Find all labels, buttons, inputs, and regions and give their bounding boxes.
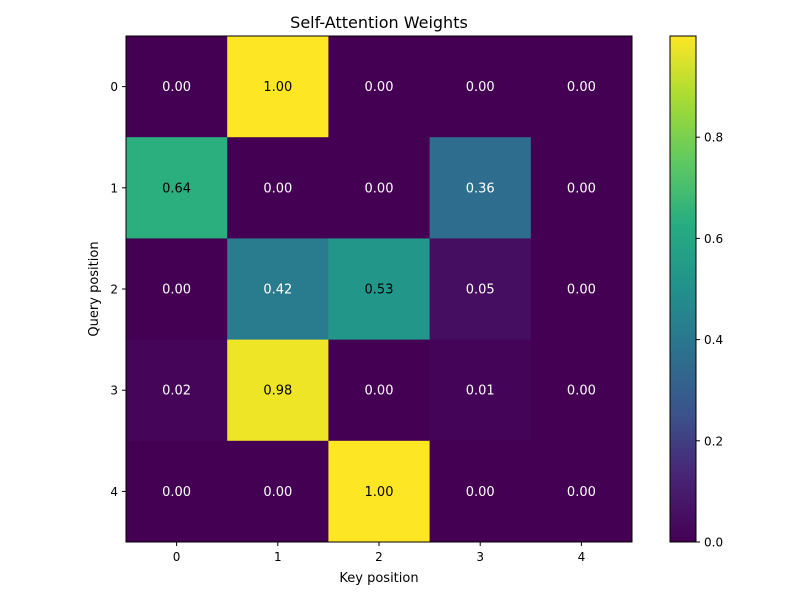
heatmap-cell-4-0 (126, 440, 228, 543)
cell-value-label-1-2: 0.00 (365, 181, 394, 196)
y-tick-label-2: 2 (110, 283, 118, 297)
heatmap-cell-1-4 (530, 137, 633, 239)
chart-title: Self-Attention Weights (290, 13, 468, 32)
heatmap-cell-2-0 (126, 238, 228, 341)
cell-value-label-0-1: 1.00 (263, 80, 292, 95)
cell-value-label-1-0: 0.64 (162, 181, 191, 196)
heatmap-cell-0-3 (429, 36, 532, 138)
heatmap-cell-0-2 (328, 36, 431, 138)
heatmap-cell-4-2 (328, 440, 431, 543)
cell-value-label-0-4: 0.00 (567, 80, 596, 95)
cell-value-label-1-3: 0.36 (466, 181, 495, 196)
cell-value-label-3-4: 0.00 (567, 384, 596, 399)
heatmap-cell-2-1 (227, 238, 329, 341)
colorbar-tick-label-4: 0.8 (704, 131, 723, 145)
heatmap-cell-1-3 (429, 137, 532, 239)
heatmap-cell-3-3 (429, 339, 532, 442)
cell-value-label-2-3: 0.05 (466, 283, 495, 298)
cell-value-label-3-3: 0.01 (466, 384, 495, 399)
heatmap-cell-0-4 (530, 36, 633, 138)
heatmap-cell-4-3 (429, 440, 532, 543)
x-tick-label-3: 3 (476, 550, 484, 564)
colorbar (669, 35, 697, 543)
x-axis-label: Key position (339, 571, 418, 586)
cell-value-label-1-1: 0.00 (263, 181, 292, 196)
heatmap-cell-2-4 (530, 238, 633, 341)
x-axis-ticks: 0 1 2 3 4 (173, 542, 585, 564)
heatmap-cell-3-1 (227, 339, 329, 442)
heatmap-cell-3-0 (126, 339, 228, 442)
heatmap-cell-0-0 (126, 36, 228, 138)
heatmap-cell-3-4 (530, 339, 633, 442)
cell-value-label-0-3: 0.00 (466, 80, 495, 95)
heatmap-cells (126, 36, 633, 543)
cell-value-label-0-2: 0.00 (365, 80, 394, 95)
heatmap-cell-2-2 (328, 238, 431, 341)
colorbar-ticks: 0.0 0.2 0.4 0.6 0.8 (696, 131, 723, 550)
cell-value-label-4-0: 0.00 (162, 485, 191, 500)
heatmap-cell-1-1 (227, 137, 329, 239)
heatmap-cell-4-4 (530, 440, 633, 543)
x-tick-label-4: 4 (578, 550, 586, 564)
cell-value-label-4-4: 0.00 (567, 485, 596, 500)
y-tick-label-3: 3 (110, 384, 118, 398)
x-tick-label-0: 0 (173, 550, 181, 564)
cell-value-label-4-3: 0.00 (466, 485, 495, 500)
heatmap-cell-labels: 0.00 1.00 0.00 0.00 0.00 0.64 0.00 0.00 0.36 0.00… (162, 80, 596, 500)
y-tick-label-1: 1 (110, 181, 118, 195)
cell-value-label-1-4: 0.00 (567, 181, 596, 196)
y-axis-label: Query position (87, 241, 102, 336)
colorbar-tick-label-3: 0.6 (704, 232, 723, 246)
x-tick-label-2: 2 (375, 550, 383, 564)
heatmap-cell-3-2 (328, 339, 431, 442)
cell-value-label-3-1: 0.98 (263, 384, 292, 399)
cell-value-label-2-2: 0.53 (365, 283, 394, 298)
cell-value-label-2-1: 0.42 (263, 283, 292, 298)
cell-value-label-3-0: 0.02 (162, 384, 191, 399)
x-tick-label-1: 1 (274, 550, 282, 564)
heatmap-cell-4-1 (227, 440, 329, 543)
heatmap-cell-1-2 (328, 137, 431, 239)
cell-value-label-2-0: 0.00 (162, 283, 191, 298)
colorbar-tick-label-2: 0.4 (704, 333, 723, 347)
heatmap-cell-0-1 (227, 36, 329, 138)
y-tick-label-0: 0 (110, 80, 118, 94)
heatmap-cell-1-0 (126, 137, 228, 239)
colorbar-tick-label-1: 0.2 (704, 434, 723, 448)
cell-value-label-2-4: 0.00 (567, 283, 596, 298)
y-tick-label-4: 4 (110, 485, 118, 499)
y-axis-ticks: 0 1 2 3 4 (110, 80, 126, 499)
heatmap-cell-2-3 (429, 238, 532, 341)
cell-value-label-0-0: 0.00 (162, 80, 191, 95)
cell-value-label-3-2: 0.00 (365, 384, 394, 399)
cell-value-label-4-2: 1.00 (365, 485, 394, 500)
cell-value-label-4-1: 0.00 (263, 485, 292, 500)
colorbar-tick-label-0: 0.0 (704, 536, 723, 550)
